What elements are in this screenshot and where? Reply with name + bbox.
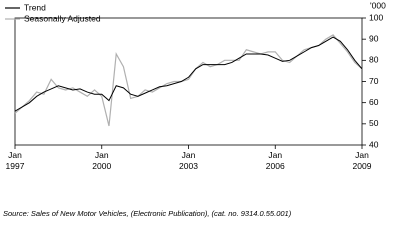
x-tick-label: Jan 2009 xyxy=(353,150,372,171)
source: Source: Sales of New Motor Vehicles, (El… xyxy=(3,209,292,218)
y-tick-label: 40 xyxy=(369,139,379,149)
x-tick-label: Jan 2000 xyxy=(92,150,111,171)
y-tick-label: 90 xyxy=(369,33,379,43)
y-tick-label: 50 xyxy=(369,118,379,128)
legend-label: Trend xyxy=(24,2,46,12)
y-unit: '000 xyxy=(370,0,386,10)
plot-frame xyxy=(14,17,363,146)
y-tick-label: 80 xyxy=(369,55,379,65)
y-tick-label: 100 xyxy=(369,12,383,22)
x-tick-label: Jan 1997 xyxy=(6,150,25,171)
series-line xyxy=(14,36,363,112)
x-tick-label: Jan 2003 xyxy=(179,150,198,171)
chart: '000 Source: Sales of New Motor Vehicles… xyxy=(3,0,386,218)
y-tick-label: 70 xyxy=(369,76,379,86)
y-tick-label: 60 xyxy=(369,97,379,107)
series-line xyxy=(14,34,363,127)
legend-label: Seasonally Adjusted xyxy=(24,13,101,23)
x-tick-label: Jan 2006 xyxy=(266,150,285,171)
